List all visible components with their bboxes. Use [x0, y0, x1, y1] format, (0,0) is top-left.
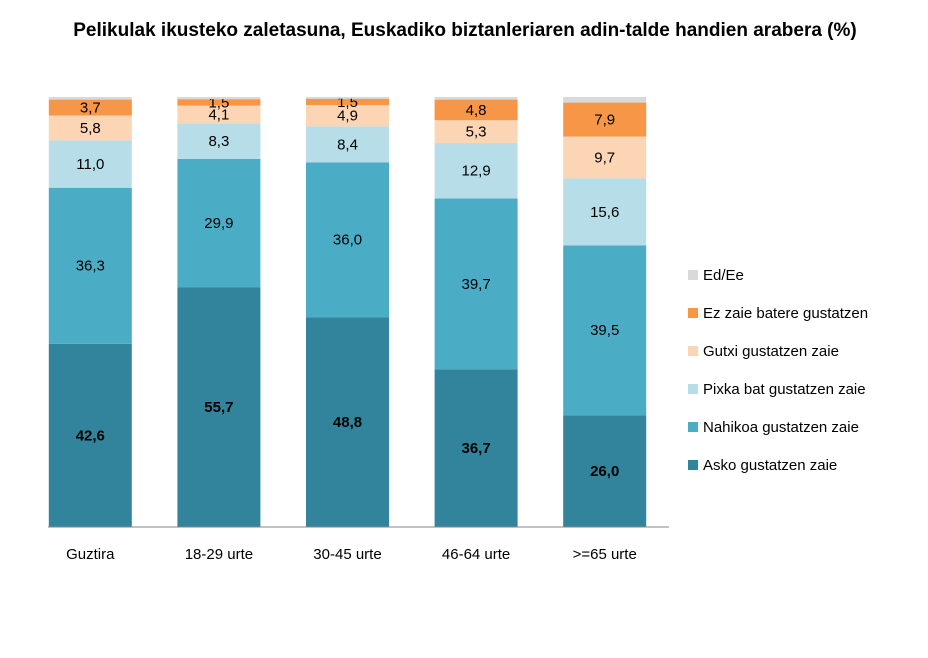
- bar-segment: [48, 140, 132, 188]
- value-label: 4,9: [337, 108, 358, 125]
- x-tick-label: 46-64 urte: [442, 546, 510, 563]
- bar-segment: [177, 158, 261, 288]
- value-label: 1,5: [337, 94, 358, 111]
- legend-label: Ez zaie batere gustatzen: [703, 305, 868, 322]
- bar-segment: [563, 97, 647, 103]
- value-label: 42,6: [76, 427, 105, 444]
- bar-segment: [177, 97, 261, 100]
- legend-label: Gutxi gustatzen zaie: [703, 343, 839, 360]
- bar-segment: [434, 369, 518, 527]
- legend-swatch: [688, 384, 698, 394]
- value-label: 39,7: [461, 276, 490, 293]
- value-label: 5,3: [466, 124, 487, 141]
- x-tick-label: Guztira: [66, 546, 115, 563]
- bar-segment: [434, 143, 518, 199]
- bar-segment: [563, 245, 647, 416]
- chart-title: Pelikulak ikusteko zaletasuna, Euskadiko…: [73, 20, 857, 41]
- bar-segment: [306, 126, 389, 163]
- value-label: 4,8: [466, 102, 487, 119]
- bar-segment: [306, 98, 389, 106]
- legend-label: Pixka bat gustatzen zaie: [703, 381, 866, 398]
- x-tick-label: 30-45 urte: [313, 546, 381, 563]
- bar-segment: [177, 123, 261, 159]
- legend-swatch: [688, 270, 698, 280]
- bar-segment: [48, 97, 132, 100]
- bar-segment: [563, 136, 647, 179]
- value-label: 11,0: [76, 156, 104, 173]
- bar-segment: [563, 415, 647, 527]
- bar-segment: [306, 317, 389, 527]
- value-label: 8,4: [337, 136, 358, 153]
- bar-segment: [563, 102, 647, 137]
- legend-label: Nahikoa gustatzen zaie: [703, 419, 859, 436]
- value-label: 9,7: [594, 149, 615, 166]
- bar-segment: [434, 97, 518, 100]
- bar-segment: [434, 198, 518, 370]
- value-label: 1,5: [208, 94, 229, 111]
- value-label: 15,6: [590, 204, 619, 221]
- legend-swatch: [688, 308, 698, 318]
- value-label: 26,0: [590, 463, 619, 480]
- legend-label: Asko gustatzen zaie: [703, 457, 837, 474]
- value-label: 36,7: [461, 440, 490, 457]
- x-tick-label: 18-29 urte: [185, 546, 253, 563]
- bar-segment: [306, 162, 389, 318]
- legend-swatch: [688, 422, 698, 432]
- bar-segment: [177, 287, 261, 527]
- bar-segment: [306, 97, 389, 99]
- bar-segment: [48, 115, 132, 141]
- bar-segment: [48, 187, 132, 344]
- value-label: 48,8: [333, 414, 362, 431]
- value-label: 36,3: [76, 258, 105, 275]
- bar-segment: [48, 343, 132, 527]
- bar-segment: [306, 105, 389, 127]
- bar-segment: [563, 178, 647, 246]
- legend-label: Ed/Ee: [703, 267, 744, 284]
- legend-swatch: [688, 346, 698, 356]
- value-label: 4,1: [208, 106, 229, 123]
- value-label: 36,0: [333, 232, 362, 249]
- value-label: 7,9: [594, 112, 615, 129]
- value-label: 39,5: [590, 322, 619, 339]
- bar-segment: [434, 120, 518, 144]
- value-label: 55,7: [204, 399, 233, 416]
- bar-segment: [177, 105, 261, 124]
- value-label: 8,3: [208, 133, 229, 150]
- x-tick-label: >=65 urte: [573, 546, 637, 563]
- value-label: 29,9: [204, 215, 233, 232]
- value-label: 12,9: [461, 163, 490, 180]
- bar-segment: [434, 99, 518, 121]
- value-label: 5,8: [80, 120, 101, 137]
- bar-segment: [177, 99, 261, 106]
- bar-segment: [48, 99, 132, 116]
- value-label: 3,7: [80, 100, 101, 117]
- legend-swatch: [688, 460, 698, 470]
